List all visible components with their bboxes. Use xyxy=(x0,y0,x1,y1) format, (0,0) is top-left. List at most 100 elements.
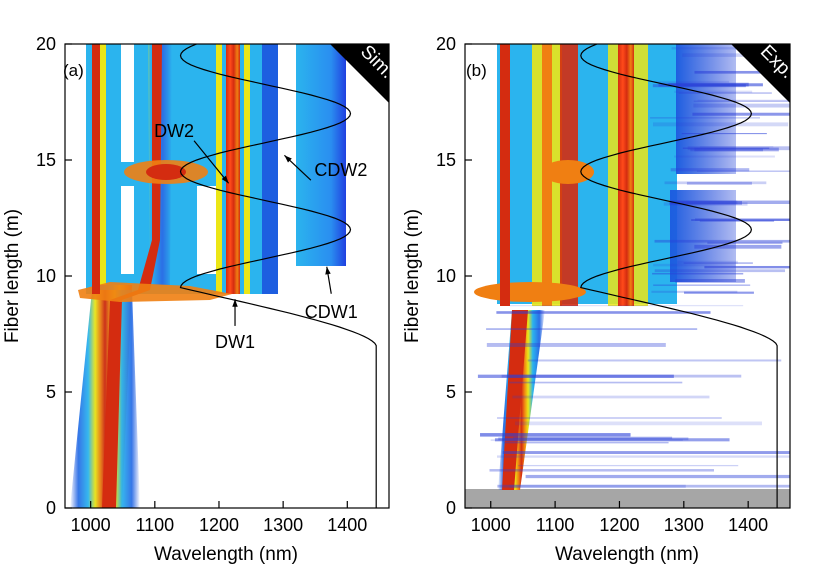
noise-streak xyxy=(489,469,715,472)
noise-streak xyxy=(480,433,631,437)
annotation-label: CDW2 xyxy=(314,160,367,180)
x-tick-label: 1200 xyxy=(599,515,639,535)
noise-streak xyxy=(509,304,744,307)
noise-streak xyxy=(664,181,767,185)
dw-line-b xyxy=(618,44,634,306)
corner-triangle-a xyxy=(330,44,389,103)
noise-streak xyxy=(670,200,790,204)
panel-label-b: (b) xyxy=(466,61,487,80)
x-tick-label: 1400 xyxy=(327,515,367,535)
noise-streak xyxy=(653,122,789,127)
gap-right-mid xyxy=(197,186,219,274)
noise-streak xyxy=(699,219,775,222)
noise-streak xyxy=(669,200,743,205)
ticks-b: 1000 1100 1200 1300 1400 0 5 10 15 20 xyxy=(436,34,768,535)
x-tick-label: 1100 xyxy=(135,515,174,535)
noise-streak xyxy=(654,269,786,273)
noise-streak xyxy=(674,90,753,93)
noise-streak xyxy=(668,83,763,87)
noise-streak xyxy=(675,279,745,283)
yellow-band-a3 xyxy=(244,44,250,294)
dw-line-a xyxy=(226,44,240,294)
y-tick-label: 10 xyxy=(436,266,456,286)
ticks-a: 1000 1100 1200 1300 1400 0 5 10 15 20 xyxy=(36,34,367,535)
noise-streak xyxy=(704,265,790,269)
noise-streak xyxy=(682,53,790,57)
y-tick-label: 5 xyxy=(446,382,456,402)
annotation-label: DW2 xyxy=(154,121,194,141)
cdw1-band xyxy=(296,44,346,266)
noise-streak xyxy=(654,239,790,243)
noise-streak xyxy=(512,395,710,399)
short-wavelength-line-a xyxy=(92,44,100,294)
gap-left-upper xyxy=(121,44,134,162)
soliton-compression-b xyxy=(542,160,594,184)
gray-input-band xyxy=(465,489,790,508)
noise-streak xyxy=(486,342,666,347)
noise-streak xyxy=(693,103,790,108)
noise-streak xyxy=(677,260,738,264)
noise-streak xyxy=(527,359,782,362)
yellow-band-a1 xyxy=(100,44,106,294)
annotation-arrow-head xyxy=(232,299,238,307)
noise-streak xyxy=(663,202,748,206)
noise-streak xyxy=(654,80,730,83)
noise-streak xyxy=(502,451,790,454)
x-tick-label: 1200 xyxy=(199,515,239,535)
far-blue-region-b xyxy=(676,44,736,174)
noise-streak xyxy=(497,417,722,419)
y-axis-label-a: Fiber length (m) xyxy=(2,209,23,343)
y-tick-label: 15 xyxy=(36,150,56,170)
x-tick-label: 1400 xyxy=(728,515,768,535)
noise-streak xyxy=(697,99,790,102)
x-tick-label: 1300 xyxy=(263,515,303,535)
noise-streak xyxy=(496,455,790,458)
annotations-a: DW2 CDW2 DW1 CDW1 xyxy=(154,121,367,352)
noise-streak xyxy=(695,218,790,221)
noise-streak xyxy=(496,311,711,314)
noise-streak xyxy=(509,381,683,384)
soliton-compression-core-a xyxy=(146,164,186,180)
x-axis-label-b: Wavelength (nm) xyxy=(555,544,699,565)
noise-streak xyxy=(494,438,730,442)
x-tick-label: 1000 xyxy=(471,515,511,535)
short-wavelength-line-b xyxy=(500,44,510,306)
noise-streak xyxy=(681,133,767,135)
noise-streak xyxy=(699,146,774,148)
heatmap-b xyxy=(465,44,790,508)
noise-streak xyxy=(653,263,736,267)
y-tick-label: 10 xyxy=(36,266,56,286)
y-tick-label: 20 xyxy=(36,34,56,54)
noise-streak xyxy=(486,328,698,330)
annotation-label: DW1 xyxy=(215,332,255,352)
noise-streak xyxy=(694,70,790,74)
noise-streak xyxy=(671,47,779,50)
noise-streak xyxy=(477,374,674,378)
corner-triangle-b xyxy=(731,44,790,103)
panel-label-a: (a) xyxy=(63,61,84,80)
yellow-band-a2 xyxy=(216,44,222,294)
x-axis-label-a: Wavelength (nm) xyxy=(154,544,298,565)
fission-wing-b xyxy=(474,282,586,302)
x-tick-label: 1100 xyxy=(536,515,575,535)
y-axis-label-b: Fiber length (m) xyxy=(402,209,423,343)
zdw-curve-a xyxy=(179,43,377,508)
noise-streak xyxy=(693,100,790,102)
noise-streak xyxy=(694,244,782,249)
noise-streak xyxy=(674,155,775,158)
noise-streak xyxy=(690,148,763,152)
noise-streak xyxy=(504,441,669,444)
noise-streak xyxy=(686,181,752,185)
noise-streak xyxy=(653,284,751,286)
annotation-arrow-line xyxy=(193,140,230,184)
noise-streak xyxy=(707,241,783,244)
y-tick-label: 0 xyxy=(446,498,456,518)
noise-streak xyxy=(670,168,750,172)
annotation-arrow-head xyxy=(284,155,292,163)
noise-streak xyxy=(696,170,790,172)
fission-wing-a xyxy=(78,282,232,302)
annotation-label: CDW1 xyxy=(305,302,358,322)
noise-streak xyxy=(650,117,760,119)
noise-streak xyxy=(501,374,742,378)
